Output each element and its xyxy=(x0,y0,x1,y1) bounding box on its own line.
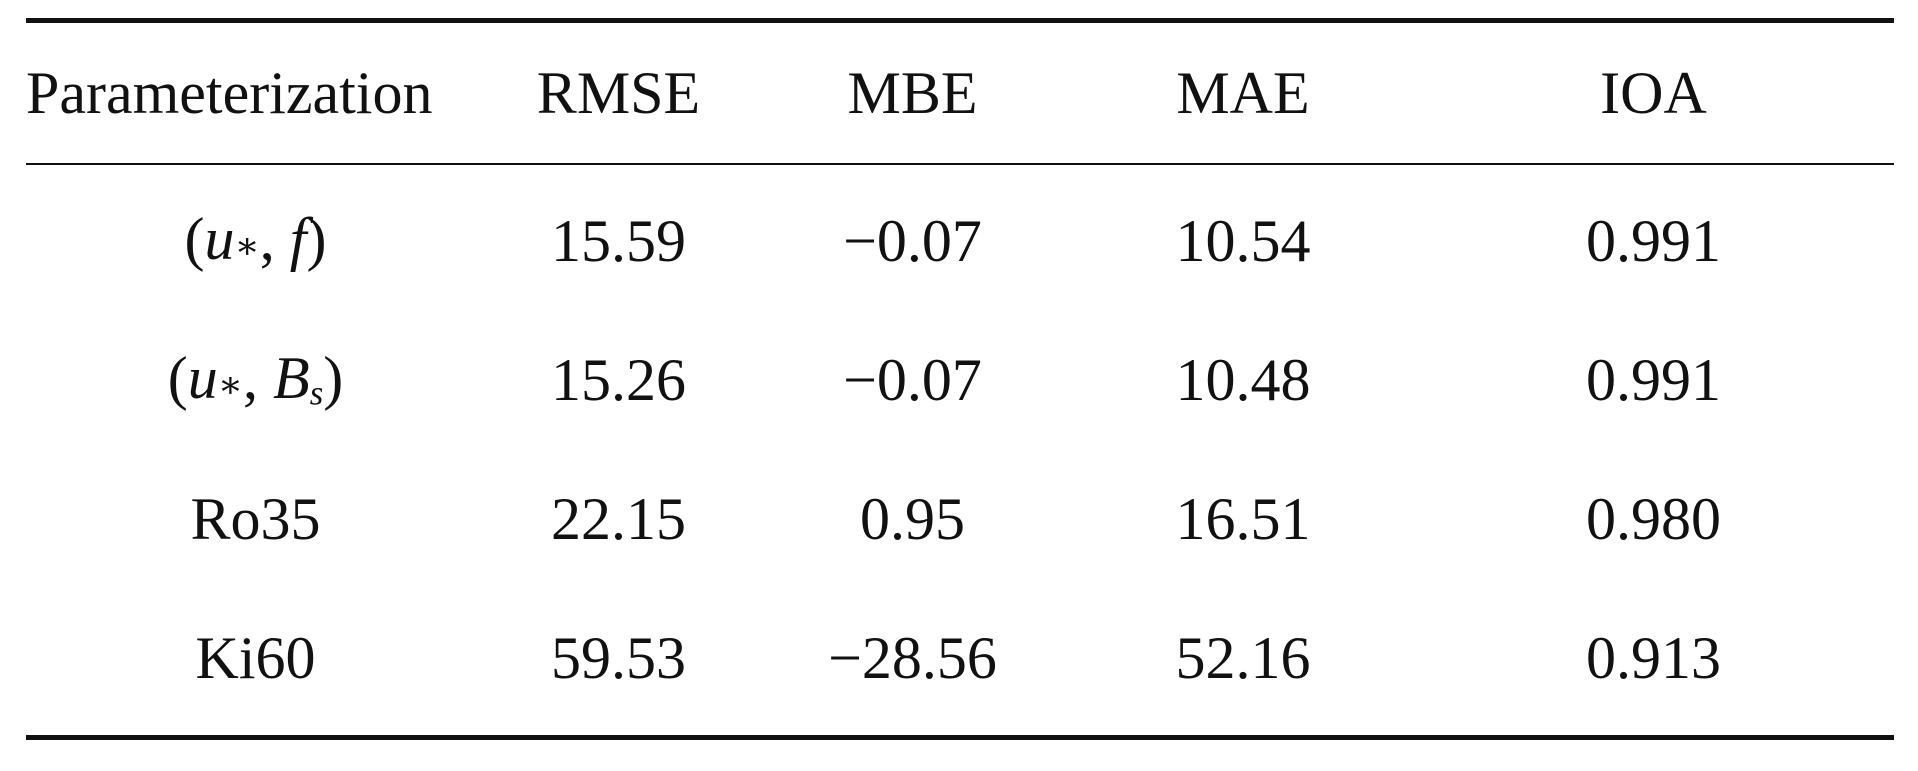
ioa-cell: 0.913 xyxy=(1586,624,1721,691)
formula-separator: , xyxy=(243,344,274,411)
ioa-cell: 0.991 xyxy=(1586,346,1721,413)
mbe-cell: −0.07 xyxy=(843,207,982,274)
formula-subscript: ∗ xyxy=(234,225,260,267)
formula-close-paren: ) xyxy=(323,344,344,411)
table-row: (u∗, f) 15.59 −0.07 10.54 0.991 xyxy=(26,171,1894,310)
formula-separator: , xyxy=(259,205,290,272)
parameterization-cell: (u∗, Bs) xyxy=(26,348,485,411)
formula: (u∗, Bs) xyxy=(168,345,343,411)
formula: (u∗, f) xyxy=(185,206,327,272)
header-ioa: IOA xyxy=(1600,60,1707,126)
table-row: Ki60 59.53 −28.56 52.16 0.913 xyxy=(26,588,1894,727)
header-mae: MAE xyxy=(1176,60,1310,126)
table-header-row: Parameterization RMSE MBE MAE IOA xyxy=(26,23,1894,163)
mbe-cell: 0.95 xyxy=(860,485,965,552)
header-rmse: RMSE xyxy=(536,60,701,126)
mae-cell: 10.54 xyxy=(1175,207,1311,274)
table-body: (u∗, f) 15.59 −0.07 10.54 0.991 (u∗, Bs)… xyxy=(26,165,1894,735)
formula-close-paren: ) xyxy=(306,205,327,272)
formula-variable: u xyxy=(187,344,218,411)
formula-open-paren: ( xyxy=(167,344,188,411)
parameterization-cell: Ro35 xyxy=(190,485,321,552)
formula-subscript: ∗ xyxy=(217,364,244,406)
mae-cell: 52.16 xyxy=(1175,624,1311,691)
rmse-cell: 15.59 xyxy=(551,207,686,274)
rmse-cell: 59.53 xyxy=(551,624,686,691)
formula-variable: f xyxy=(289,205,307,272)
top-rule xyxy=(26,18,1894,23)
formula-variable: B xyxy=(273,344,310,411)
ioa-cell: 0.991 xyxy=(1586,207,1721,274)
header-rule xyxy=(26,163,1894,165)
header-mbe: MBE xyxy=(847,60,978,126)
rmse-cell: 22.15 xyxy=(551,485,686,552)
rmse-cell: 15.26 xyxy=(551,346,686,413)
formula-subscript: s xyxy=(309,373,324,413)
ioa-cell: 0.980 xyxy=(1586,485,1721,552)
formula-open-paren: ( xyxy=(184,205,205,272)
header-parameterization: Parameterization xyxy=(26,60,433,126)
mbe-cell: −28.56 xyxy=(828,624,997,691)
formula-variable: u xyxy=(204,205,235,272)
mae-cell: 10.48 xyxy=(1175,346,1311,413)
bottom-rule xyxy=(26,735,1894,740)
mae-cell: 16.51 xyxy=(1175,485,1311,552)
table-row: (u∗, Bs) 15.26 −0.07 10.48 0.991 xyxy=(26,310,1894,449)
parameterization-cell: (u∗, f) xyxy=(26,209,485,272)
metrics-table: Parameterization RMSE MBE MAE IOA (u∗, f… xyxy=(26,18,1894,740)
parameterization-cell: Ki60 xyxy=(195,624,316,691)
mbe-cell: −0.07 xyxy=(843,346,982,413)
table-row: Ro35 22.15 0.95 16.51 0.980 xyxy=(26,449,1894,588)
